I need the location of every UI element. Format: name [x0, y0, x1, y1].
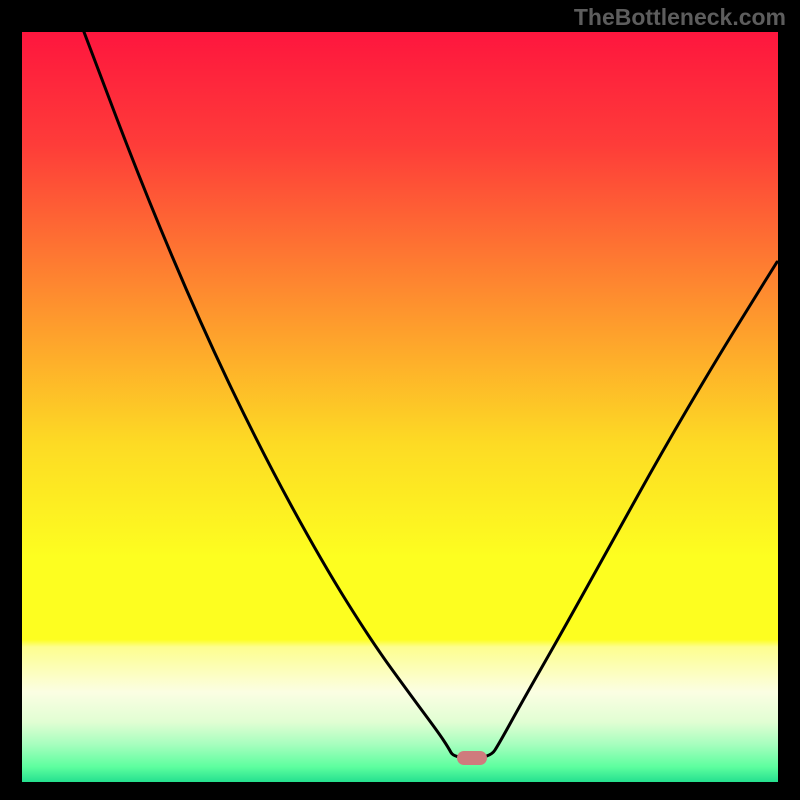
watermark-text: TheBottleneck.com [574, 4, 786, 31]
bottleneck-curve [22, 32, 778, 782]
curve-path [84, 32, 777, 758]
chart-plot-area [22, 32, 778, 782]
optimal-point-marker [457, 751, 487, 765]
